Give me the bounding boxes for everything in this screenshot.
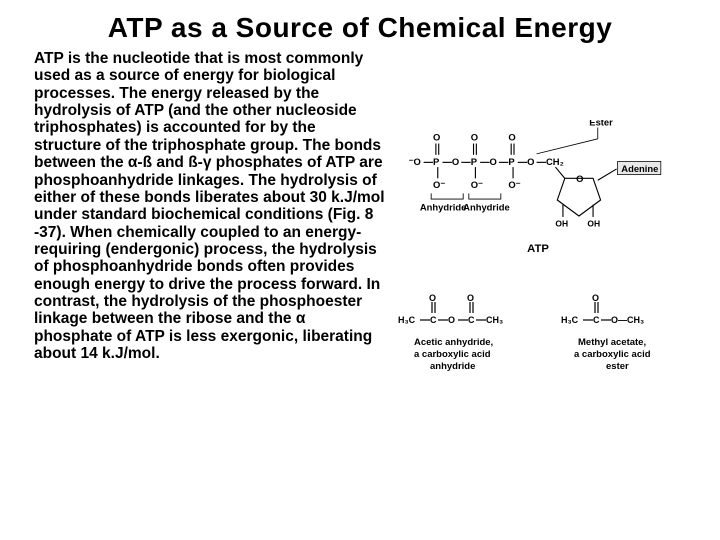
acetic-sub1: a carboxylic acid <box>414 349 491 360</box>
svg-text:O⁻: O⁻ <box>433 179 445 190</box>
svg-text:O: O <box>452 156 459 167</box>
atp-structure: ⁻O P O O O⁻ P O O O⁻ P O <box>396 120 696 280</box>
svg-text:O⁻: O⁻ <box>508 179 520 190</box>
svg-text:O⁻: O⁻ <box>471 179 483 190</box>
svg-text:O: O <box>490 156 497 167</box>
ester-label: Ester <box>589 120 613 128</box>
svg-text:H₃C: H₃C <box>398 315 416 325</box>
svg-text:⁻O: ⁻O <box>409 156 421 167</box>
svg-text:O: O <box>448 315 455 325</box>
svg-text:P: P <box>471 156 477 167</box>
svg-text:O: O <box>433 132 440 143</box>
adenine-label: Adenine <box>621 163 658 174</box>
svg-text:O: O <box>429 293 436 303</box>
anhydride-label-2: Anhydride <box>463 201 510 212</box>
acetic-name: Acetic anhydride, <box>414 337 493 348</box>
svg-text:O—CH₃: O—CH₃ <box>611 315 644 325</box>
svg-text:O: O <box>467 293 474 303</box>
svg-text:CH₂: CH₂ <box>546 156 564 167</box>
svg-text:O: O <box>576 173 583 184</box>
svg-text:O: O <box>508 132 515 143</box>
svg-text:H₃C: H₃C <box>561 315 579 325</box>
svg-text:P: P <box>433 156 439 167</box>
svg-text:OH: OH <box>555 218 568 228</box>
anhydride-label-1: Anhydride <box>420 201 467 212</box>
svg-text:C: C <box>468 315 475 325</box>
body-paragraph: ATP is the nucleotide that is most commo… <box>34 50 392 418</box>
atp-caption: ATP <box>527 243 549 255</box>
methyl-sub2: ester <box>606 361 629 372</box>
svg-text:P: P <box>508 156 514 167</box>
svg-text:OH: OH <box>587 218 600 228</box>
svg-text:C: C <box>430 315 437 325</box>
content-row: ATP is the nucleotide that is most commo… <box>0 50 720 418</box>
methyl-name: Methyl acetate, <box>578 337 646 348</box>
page-title: ATP as a Source of Chemical Energy <box>0 0 720 50</box>
acetic-sub2: anhydride <box>430 361 475 372</box>
svg-text:CH₃: CH₃ <box>486 315 503 325</box>
methyl-sub1: a carboxylic acid <box>574 349 651 360</box>
svg-text:O: O <box>471 132 478 143</box>
small-molecules: H₃C C O O C O CH₃ Acetic anhydride, a ca… <box>396 293 696 413</box>
svg-text:O: O <box>592 293 599 303</box>
chemistry-diagram: ⁻O P O O O⁻ P O O O⁻ P O <box>392 50 702 418</box>
svg-text:O: O <box>527 156 534 167</box>
svg-text:C: C <box>593 315 600 325</box>
